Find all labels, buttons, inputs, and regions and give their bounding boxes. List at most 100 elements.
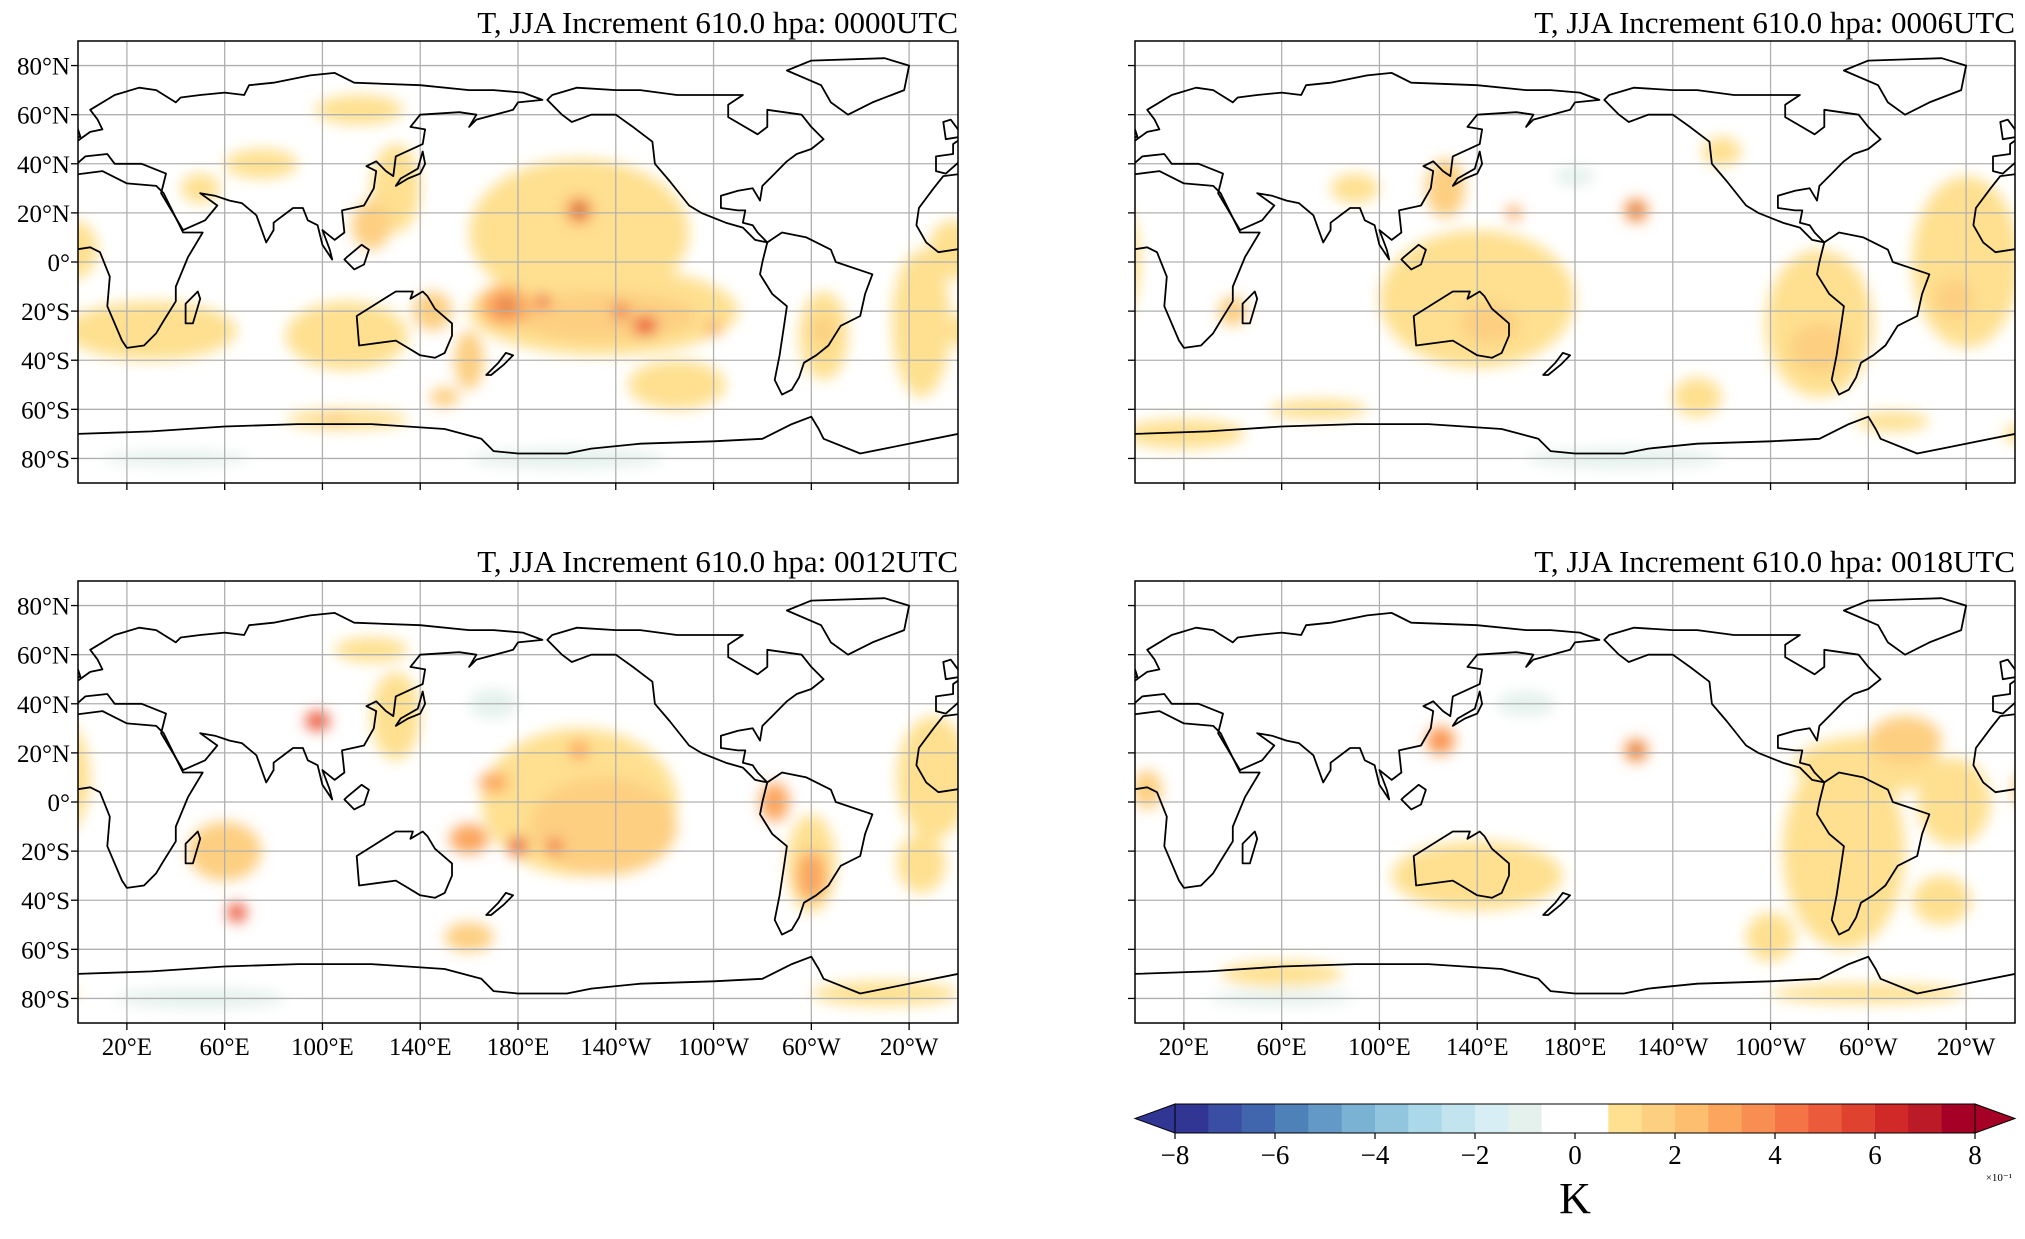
colorbar-extend-max (1974, 1103, 2017, 1134)
increment-contour (2002, 425, 2015, 443)
coastline-antarctica (78, 955, 958, 995)
coastline-borneo (343, 783, 370, 811)
increment-contour (334, 637, 409, 663)
coastline-namerica (546, 86, 825, 244)
lon-tick-label: 100°W (1735, 1034, 1806, 1061)
lat-tick-label: 80°S (21, 446, 70, 473)
lat-tick-label: 40°S (21, 888, 70, 915)
map-panel-3: 20°E 60°E 100°E 140°E 180°E 140°W 100°W 60°W 20°… (988, 580, 2016, 1061)
colorbar-tick-label: −8 (1161, 1140, 1190, 1170)
increment-contour (351, 200, 391, 250)
increment-contour (1135, 226, 1140, 298)
increment-contour (1037, 758, 1110, 846)
lon-tick-label: 20°W (1937, 1034, 1996, 1061)
coastline-greenland (964, 58, 1086, 114)
coastline-borneo (1400, 783, 1427, 811)
increment-contour (1934, 279, 1974, 319)
colorbar-unit-label: K (1559, 1174, 1591, 1223)
panel-title-0012utc: T, JJA Increment 610.0 hpa: 0012UTC (477, 544, 958, 579)
coastline-borneo (1400, 243, 1427, 271)
coastline-madagascar (184, 830, 202, 865)
increment-contour (305, 711, 330, 731)
increment-contour (500, 301, 511, 312)
increment-contour (811, 316, 836, 346)
increment-contour (1107, 903, 1127, 923)
coastline-eurasia (78, 612, 544, 801)
colorbar-segment (1841, 1104, 1876, 1133)
coastline-africa (78, 710, 204, 889)
colorbar-segment (1575, 1104, 1609, 1133)
lat-tick-label: 0° (48, 790, 71, 817)
coastline-newzealand (485, 892, 514, 916)
lat-tick-label: 80°N (17, 54, 70, 81)
coastline-antarctica (78, 415, 958, 455)
coastline-eurasia (78, 72, 544, 261)
coastline-eurasia (1135, 612, 1601, 801)
increment-contour (1435, 735, 1446, 746)
colorbar-segment (1708, 1104, 1743, 1133)
map-panel-2: 80°N 60°N 40°N 20°N 0° 20°S 40°S 60°S 80°S 20°E 60… (17, 580, 1127, 1061)
coastline-japan (1451, 150, 1483, 187)
colorbar-segment (1541, 1104, 1576, 1133)
increment-contour (976, 412, 1049, 432)
colorbar-segment (1175, 1104, 1209, 1133)
lat-tick-label: 80°S (21, 986, 70, 1013)
increment-contour (896, 833, 946, 893)
increment-contour (547, 838, 563, 854)
increment-contour (988, 716, 1061, 765)
map-panel-1 (964, 40, 2016, 490)
increment-contour (78, 220, 98, 279)
coastline-madagascar (184, 290, 202, 325)
coastline-newzealand (1542, 351, 1571, 376)
colorbar-segment (1475, 1104, 1509, 1133)
colorbar-segment (1608, 1104, 1643, 1133)
lon-tick-label: 60°W (1839, 1034, 1898, 1061)
coastline-antarctica (1135, 955, 2015, 995)
colorbar-segment (1308, 1104, 1343, 1133)
lon-tick-label: 100°E (1348, 1034, 1411, 1061)
colorbar-scale-label: ×10⁻¹ (1986, 1172, 2012, 1184)
lat-tick-label: 60°S (21, 937, 70, 964)
colorbar: −8 −6 −4 −2 0 2 4 6 8 (1133, 1103, 2017, 1170)
lon-tick-label: 180°E (487, 1034, 550, 1061)
coastline-africa (1135, 170, 1261, 349)
colorbar-tick-label: −6 (1261, 1140, 1290, 1170)
lat-tick-label: 20°S (21, 839, 70, 866)
coastline-africa (1135, 710, 1261, 889)
lon-tick-label: 100°W (678, 1034, 749, 1061)
increment-contour (1856, 411, 1930, 432)
coastline-antarctica (2014, 972, 2015, 974)
lon-tick-label: 140°E (389, 1034, 452, 1061)
increment-contour (1425, 158, 1465, 218)
lon-tick-label: 60°W (782, 1034, 841, 1061)
coastline-samerica (1816, 231, 1931, 396)
colorbar-tick-label: 8 (1968, 1140, 1982, 1170)
panel-title-0006utc: T, JJA Increment 610.0 hpa: 0006UTC (1534, 5, 2015, 40)
increment-contour (449, 824, 489, 854)
coastline-namerica (1603, 626, 1882, 784)
coastline-greenland (786, 57, 910, 116)
lon-tick-label: 180°E (1544, 1034, 1607, 1061)
colorbar-segment (1675, 1104, 1709, 1133)
increment-contour (227, 902, 247, 923)
colorbar-segment (1341, 1104, 1376, 1133)
increment-contour (1631, 205, 1641, 216)
increment-contour (632, 316, 658, 336)
lat-tick-label: 60°S (21, 397, 70, 424)
coastline-newzealand (485, 351, 514, 376)
lon-tick-label: 20°W (880, 1034, 939, 1061)
lon-tick-label: 140°W (1637, 1034, 1708, 1061)
coastline-antarctica (2014, 432, 2015, 434)
colorbar-tick-label: −4 (1361, 1140, 1390, 1170)
increment-contour (1460, 303, 1519, 344)
lon-tick-label: 60°E (200, 1034, 250, 1061)
coastline-borneo (343, 243, 370, 271)
lon-tick-label: 100°E (291, 1034, 354, 1061)
coastline-greenland (786, 597, 910, 656)
lat-tick-label: 40°S (21, 348, 70, 375)
increment-contour (78, 731, 91, 824)
increment-contour (78, 301, 237, 361)
colorbar-segment (1441, 1104, 1476, 1133)
coastline-namerica (1603, 86, 1882, 244)
